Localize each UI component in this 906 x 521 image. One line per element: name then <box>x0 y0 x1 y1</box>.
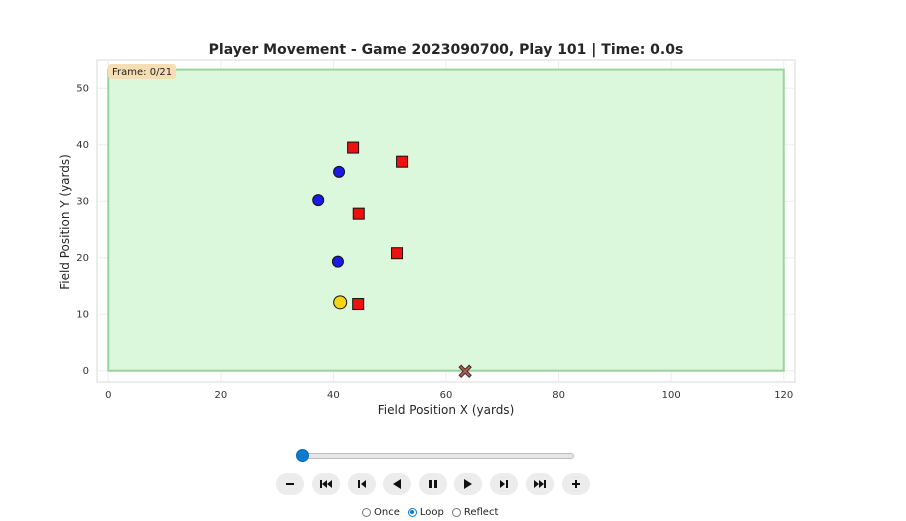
frame-slider-track[interactable] <box>300 453 574 459</box>
play-reverse-icon <box>393 479 401 489</box>
defense-player-marker <box>391 247 404 260</box>
plus-icon <box>572 480 580 488</box>
step-forward-button[interactable] <box>490 473 518 495</box>
x-tick-label: 20 <box>214 390 227 401</box>
x-tick-label: 100 <box>662 390 681 401</box>
frame-slider-thumb[interactable] <box>296 449 309 462</box>
y-tick-label: 10 <box>76 310 89 321</box>
mode-loop-radio[interactable] <box>407 507 417 517</box>
football-marker <box>458 364 472 378</box>
mode-reflect-radio[interactable] <box>451 507 461 517</box>
last-frame-button[interactable] <box>526 473 554 495</box>
mode-once-label: Once <box>374 506 400 518</box>
mode-reflect-label: Reflect <box>463 506 499 518</box>
defense-player-marker <box>396 155 409 168</box>
step-back-button[interactable] <box>348 473 376 495</box>
loop-mode-selector: Once Loop Reflect <box>362 505 506 519</box>
x-tick-label: 60 <box>440 390 453 401</box>
defense-player-marker <box>352 207 365 220</box>
defense-player-marker <box>352 298 365 311</box>
offense-player-marker <box>331 255 344 268</box>
step-forward-icon <box>500 480 508 488</box>
play-icon <box>464 479 472 489</box>
frame-counter: Frame: 0/21 <box>108 64 176 79</box>
pause-icon <box>429 480 437 488</box>
play-button[interactable] <box>454 473 482 495</box>
step-back-icon <box>358 480 366 488</box>
minus-icon <box>286 483 294 485</box>
x-tick-label: 80 <box>552 390 565 401</box>
y-tick-label: 20 <box>76 253 89 264</box>
y-tick-label: 40 <box>76 140 89 151</box>
mode-once-radio[interactable] <box>362 507 371 517</box>
mode-loop-label: Loop <box>419 506 444 518</box>
x-axis-label: Field Position X (yards) <box>378 403 515 417</box>
decrease-speed-button[interactable] <box>276 473 304 495</box>
offense-player-marker <box>312 194 325 207</box>
player-movement-chart: Player Movement - Game 2023090700, Play … <box>58 42 796 417</box>
pause-button[interactable] <box>419 473 447 495</box>
frame-counter-box <box>108 64 176 79</box>
field-area <box>107 68 785 372</box>
x-tick-label: 0 <box>105 390 111 401</box>
ball-carrier-marker <box>333 295 348 310</box>
frame-counter-label: Frame: 0/21 <box>112 67 172 78</box>
chart-title: Player Movement - Game 2023090700, Play … <box>209 42 684 58</box>
playback-controls <box>276 473 596 495</box>
y-tick-label: 50 <box>76 84 89 95</box>
skip-to-end-icon <box>534 480 546 488</box>
skip-to-start-icon <box>320 480 332 488</box>
y-tick-label: 30 <box>76 197 89 208</box>
x-tick-label: 40 <box>327 390 340 401</box>
increase-speed-button[interactable] <box>562 473 590 495</box>
frame-slider[interactable] <box>296 449 576 462</box>
first-frame-button[interactable] <box>312 473 340 495</box>
mode-reflect[interactable]: Reflect <box>451 506 499 518</box>
offense-player-marker <box>333 165 346 178</box>
mode-once[interactable]: Once <box>362 507 400 518</box>
y-axis-label: Field Position Y (yards) <box>58 154 72 290</box>
y-tick-label: 0 <box>83 366 89 377</box>
mode-loop[interactable]: Loop <box>407 506 444 518</box>
play-reverse-button[interactable] <box>383 473 411 495</box>
defense-player-marker <box>347 141 360 154</box>
x-tick-label: 120 <box>774 390 793 401</box>
